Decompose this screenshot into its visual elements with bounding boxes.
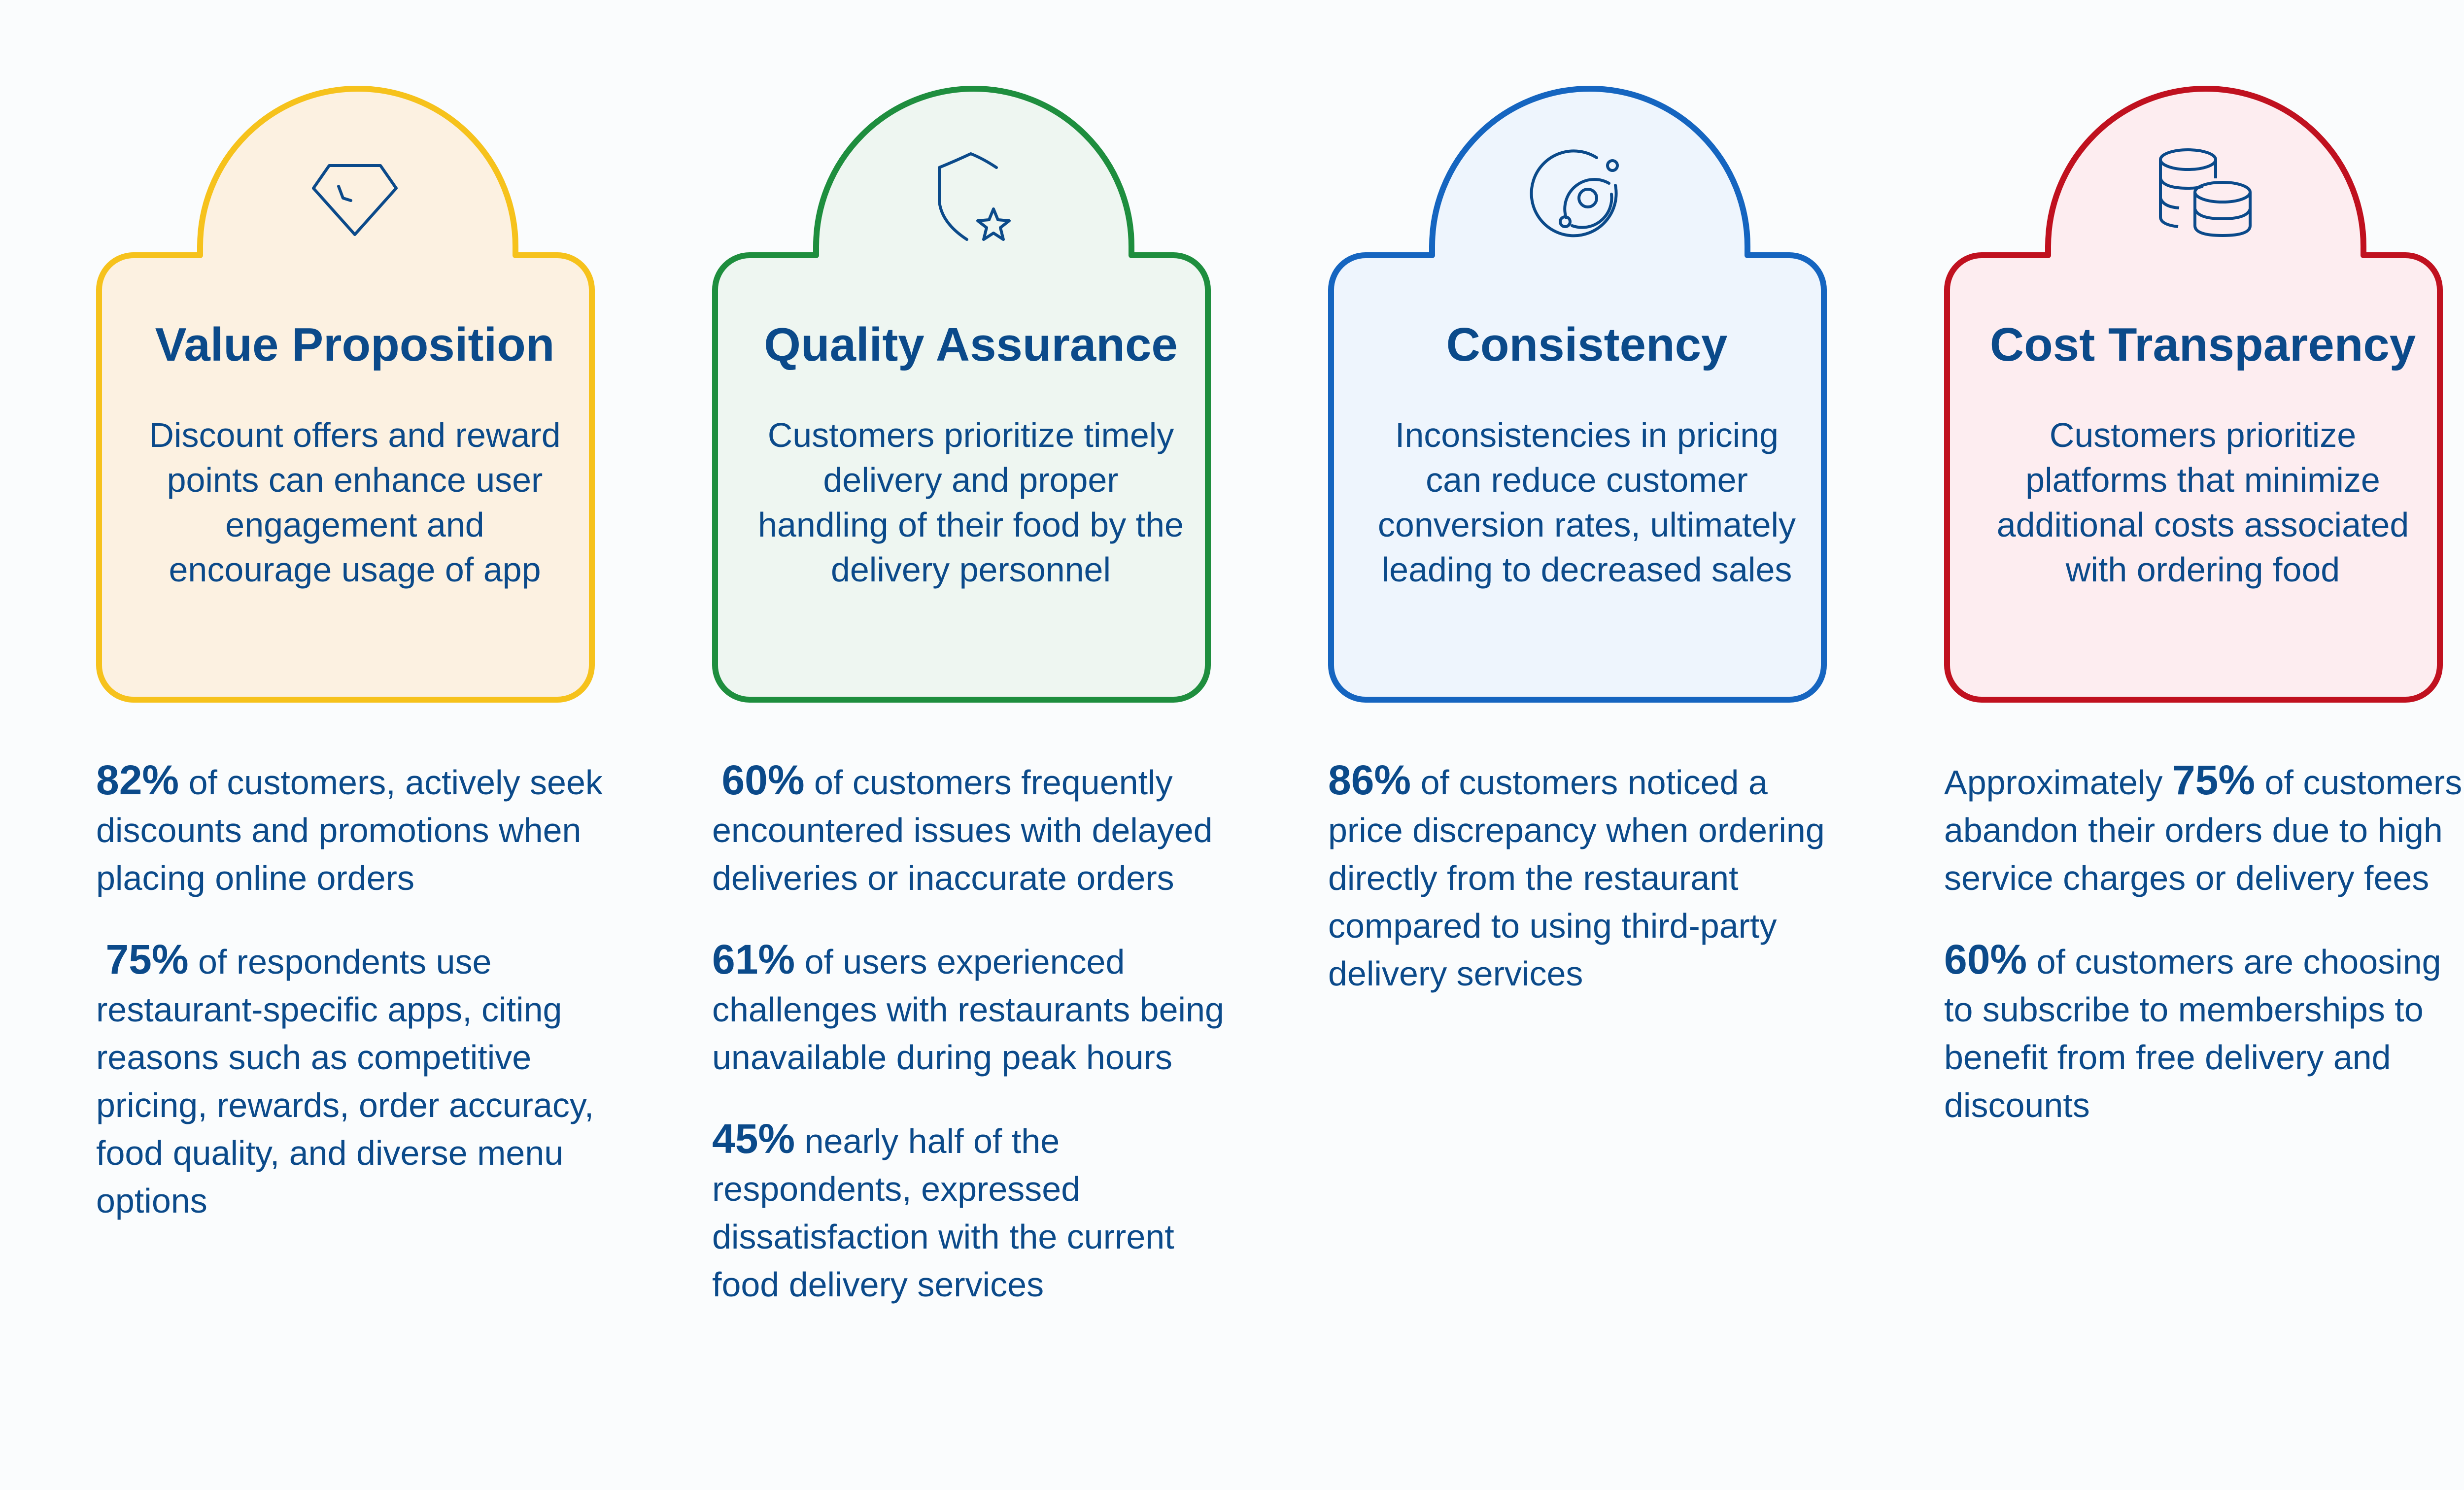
stat-percentage: 45% — [712, 1116, 795, 1162]
card-description: Customers prioritize timely delivery and… — [758, 416, 1184, 589]
card-title: Value Proposition — [155, 318, 555, 371]
column-quality-assurance: Quality Assurance Customers prioritize t… — [712, 0, 1230, 1490]
card-consistency — [1328, 86, 1827, 703]
stat-percentage: 82% — [96, 757, 179, 803]
stat-item: 61% of users experienced challenges with… — [712, 936, 1224, 1077]
stat-percentage: 75% — [105, 936, 189, 982]
stat-item: 75% of respondents use restaurant-specif… — [96, 936, 594, 1220]
card-description: Customers prioritize platforms that mini… — [1996, 416, 2409, 589]
stat-percentage: 60% — [1944, 936, 2027, 982]
card-description: Discount offers and reward points can en… — [149, 416, 561, 589]
stat-item: 60% of customers are choosing to subscri… — [1944, 936, 2441, 1124]
stat-item: 45% nearly half of the respondents, expr… — [712, 1116, 1174, 1304]
card-value-proposition — [96, 86, 595, 703]
stat-percentage: 60% — [721, 757, 805, 803]
column-value-proposition: Value Proposition Discount offers and re… — [96, 0, 614, 1490]
column-cost-transparency: Cost Transparency Customers prioritize p… — [1944, 0, 2462, 1490]
column-consistency: Consistency Inconsistencies in pricing c… — [1328, 0, 1846, 1490]
card-description: Inconsistencies in pricing can reduce cu… — [1377, 416, 1796, 589]
shield-star-icon — [938, 152, 1011, 241]
stat-item: Approximately 75% of customers abandon t… — [1944, 757, 2463, 897]
stat-item: 86% of customers noticed a price discrep… — [1328, 757, 1825, 993]
stats-list: 60% of customers frequently encountered … — [712, 756, 1234, 1342]
card-quality-assurance — [712, 86, 1211, 703]
stats-list: Approximately 75% of customers abandon t… — [1944, 756, 2464, 1163]
stats-list: 86% of customers noticed a price discrep… — [1328, 756, 1850, 1031]
card-title: Quality Assurance — [764, 318, 1178, 371]
card-title: Cost Transparency — [1989, 318, 2416, 371]
stat-percentage: 61% — [712, 936, 795, 982]
card-cost-transparency — [1944, 86, 2443, 703]
stat-percentage: 75% — [2172, 757, 2256, 803]
stat-item: 82% of customers, actively seek discount… — [96, 757, 603, 897]
card-title: Consistency — [1446, 318, 1728, 371]
coins-icon — [2159, 148, 2252, 237]
orbit-icon — [1530, 149, 1619, 237]
stats-list: 82% of customers, actively seek discount… — [96, 756, 618, 1258]
stat-item: 60% of customers frequently encountered … — [712, 757, 1213, 897]
diamond-icon — [312, 164, 398, 236]
stat-percentage: 86% — [1328, 757, 1411, 803]
